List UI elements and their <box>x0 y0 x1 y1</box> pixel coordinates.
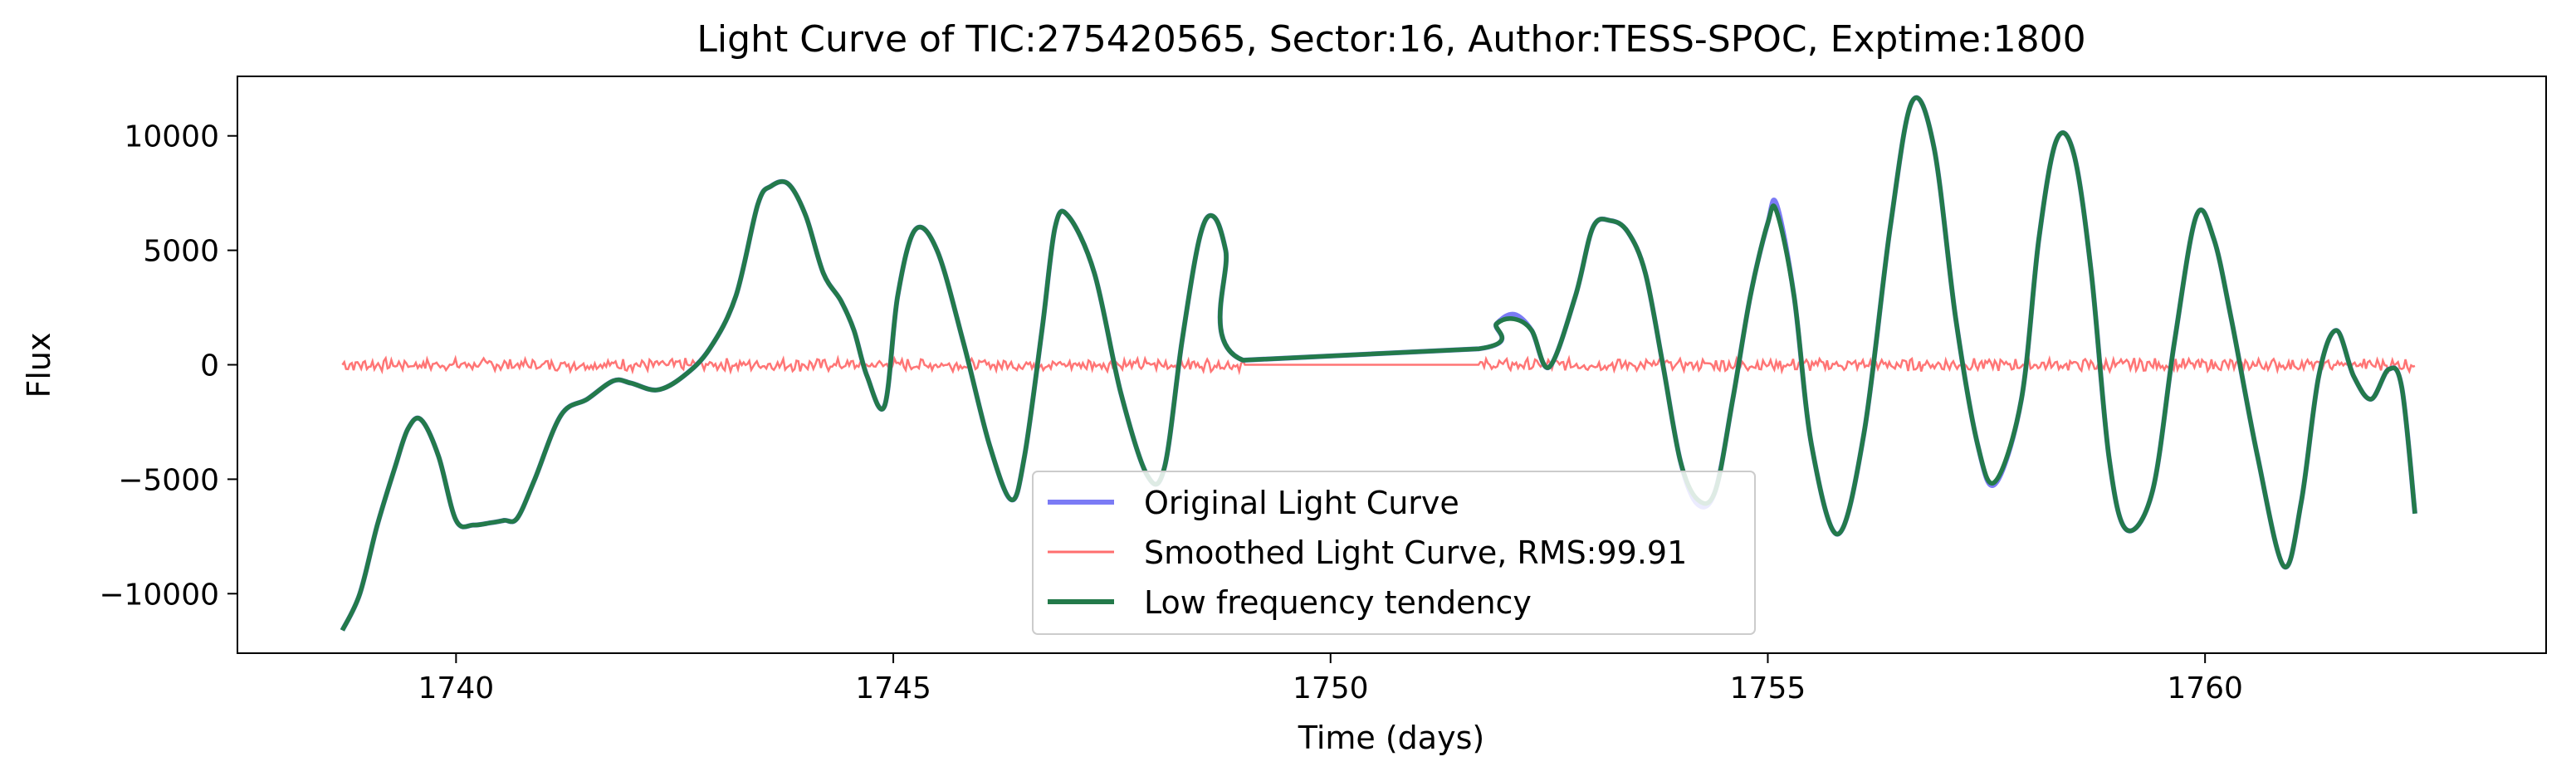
series-line-low-frequency <box>340 95 2417 632</box>
y-tick-label: 10000 <box>124 120 219 154</box>
x-tick-label: 1745 <box>855 671 931 705</box>
y-tick-label: 5000 <box>143 235 219 269</box>
chart-title: Light Curve of TIC:275420565, Sector:16,… <box>697 18 2085 61</box>
y-axis-label: Flux <box>21 333 57 398</box>
x-tick-label: 1740 <box>418 671 495 705</box>
legend-label-low-frequency: Low frequency tendency <box>1144 584 1532 621</box>
x-tick-label: 1755 <box>1730 671 1806 705</box>
y-tick-label: −10000 <box>99 578 219 612</box>
y-tick-label: −5000 <box>118 463 219 497</box>
x-tick-label: 1750 <box>1293 671 1369 705</box>
x-axis-label: Time (days) <box>1298 720 1484 756</box>
legend: Original Light Curve Smoothed Light Curv… <box>1032 471 1756 635</box>
legend-box <box>1032 471 1756 635</box>
legend-label-smoothed: Smoothed Light Curve, RMS:99.91 <box>1144 534 1687 571</box>
x-axis: 1740 1745 1750 1755 1760 <box>418 653 2243 705</box>
x-tick-label: 1760 <box>2167 671 2243 705</box>
series-layer <box>340 95 2417 632</box>
series-line-smoothed <box>341 354 2416 376</box>
y-tick-label: 0 <box>200 349 219 383</box>
y-axis: 10000 5000 0 −5000 −10000 <box>99 120 237 612</box>
legend-label-original: Original Light Curve <box>1144 485 1459 521</box>
